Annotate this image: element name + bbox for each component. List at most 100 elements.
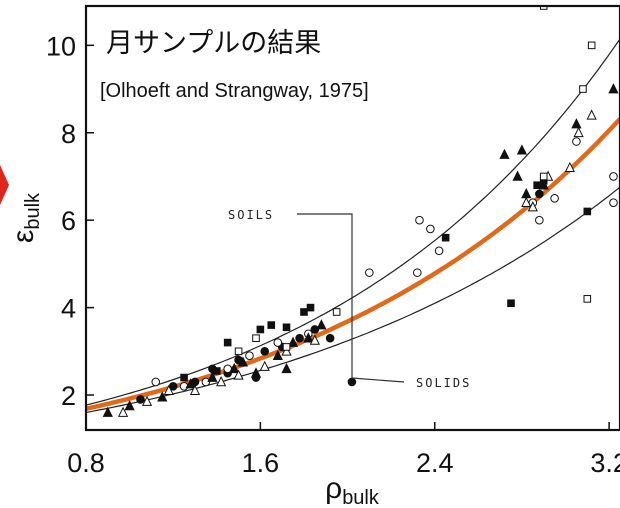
annotation-soils: SOILS	[228, 208, 274, 222]
data-point-open-triangle	[614, 0, 620, 5]
data-point-open-circle	[426, 224, 435, 234]
data-point-open-triangle	[586, 109, 597, 120]
plot-frame	[84, 4, 620, 432]
soils-leader	[297, 213, 353, 378]
data-point-filled-square	[282, 323, 291, 332]
y-tick-label: 6	[61, 206, 76, 236]
data-point-filled-circle	[136, 395, 145, 404]
data-point-filled-square	[212, 367, 221, 375]
data-point-open-square	[252, 334, 260, 343]
data-point-filled-triangle	[250, 367, 262, 378]
data-point-open-triangle	[521, 196, 532, 208]
data-point-open-triangle	[309, 334, 320, 345]
data-point-open-circle	[415, 215, 424, 225]
curve-upper-bound	[86, 38, 620, 406]
data-point-open-triangle	[163, 384, 174, 395]
data-point-open-circle	[535, 215, 544, 225]
annotation-solids: SOLIDS	[416, 376, 471, 390]
data-point-filled-circle	[535, 189, 544, 199]
y-axis-subscript: bulk	[22, 192, 44, 230]
data-point-open-square	[332, 308, 341, 316]
data-point-filled-triangle	[521, 188, 532, 199]
y-axis-symbol: ε	[7, 230, 40, 243]
x-tick-label: 0.8	[67, 448, 105, 478]
data-point-filled-square	[306, 303, 315, 312]
data-point-open-triangle	[259, 360, 270, 371]
data-point-open-triangle	[117, 406, 129, 417]
x-tick-label: 3.2	[590, 448, 620, 478]
data-point-open-triangle	[141, 395, 153, 406]
data-point-open-triangle	[233, 369, 244, 380]
data-point-filled-triangle	[538, 179, 549, 190]
points-layer	[102, 0, 620, 417]
data-point-filled-square	[300, 308, 308, 316]
data-point-open-square	[583, 295, 592, 303]
x-axis-symbol: ρ	[325, 472, 342, 505]
y-axis-label: εbulk	[7, 192, 44, 243]
data-point-filled-triangle	[102, 406, 113, 417]
y-tick-label: 4	[61, 294, 76, 324]
data-point-open-triangle	[281, 345, 292, 356]
data-point-filled-triangle	[499, 148, 510, 159]
data-point-open-circle	[434, 246, 444, 256]
data-point-open-circle	[412, 268, 422, 277]
data-point-open-circle	[550, 194, 559, 203]
data-point-filled-triangle	[157, 391, 168, 402]
data-point-open-triangle	[527, 201, 538, 212]
data-point-filled-circle	[347, 377, 357, 387]
y-tick-label: 8	[61, 119, 76, 149]
data-point-filled-circle	[260, 347, 270, 356]
chart-subtitle: [Olhoeft and Strangway, 1975]	[100, 80, 369, 102]
data-point-filled-triangle	[512, 170, 523, 181]
data-point-filled-square	[507, 299, 515, 308]
chart-title: 月サンプルの結果	[106, 28, 321, 59]
data-point-filled-square	[533, 181, 541, 190]
data-point-filled-triangle	[207, 371, 218, 382]
data-point-open-circle	[151, 377, 161, 387]
data-point-open-circle	[365, 268, 374, 277]
data-point-open-circle	[609, 172, 618, 181]
data-point-filled-triangle	[608, 83, 619, 94]
data-point-filled-square	[441, 233, 450, 242]
solids-leader	[351, 377, 405, 383]
data-point-open-square	[234, 347, 243, 356]
x-axis-label: ρbulk	[325, 472, 380, 508]
data-point-filled-triangle	[316, 319, 327, 330]
data-point-open-square	[539, 6, 548, 10]
data-point-filled-square	[180, 373, 188, 382]
data-point-open-triangle	[216, 375, 227, 387]
data-point-filled-triangle	[281, 362, 292, 374]
data-point-open-triangle	[564, 161, 575, 173]
data-point-filled-triangle	[516, 144, 528, 155]
data-point-filled-triangle	[237, 356, 249, 367]
x-tick-label: 2.4	[416, 448, 454, 478]
y-tick-label: 2	[61, 381, 76, 411]
y-axis-ticks: 2 4 6 8 10	[46, 31, 94, 411]
data-point-filled-triangle	[303, 332, 314, 343]
data-point-open-circle	[273, 338, 283, 347]
data-point-filled-triangle	[287, 336, 299, 347]
data-point-filled-triangle	[185, 378, 196, 389]
data-point-filled-triangle	[571, 118, 582, 129]
data-point-filled-square	[583, 207, 592, 216]
data-point-open-circle	[609, 198, 618, 208]
data-point-filled-triangle	[272, 349, 283, 360]
y-tick-label: 10	[46, 31, 76, 61]
data-point-open-circle	[201, 377, 211, 387]
data-point-open-circle	[245, 351, 254, 360]
data-point-filled-circle	[295, 333, 304, 343]
data-point-filled-triangle	[124, 400, 135, 411]
x-axis-subscript: bulk	[342, 487, 380, 508]
x-tick-label: 1.6	[242, 448, 280, 478]
data-point-filled-square	[267, 321, 276, 329]
red-arrow-fragment	[0, 165, 9, 205]
data-point-filled-circle	[310, 325, 320, 334]
data-point-open-triangle	[189, 384, 201, 395]
curve-fit	[86, 117, 620, 411]
svg-text:εbulk: εbulk	[7, 192, 44, 243]
data-point-open-square	[539, 172, 548, 181]
data-point-open-circle	[572, 137, 581, 146]
data-point-open-triangle	[573, 126, 584, 138]
curve-lower-bound	[86, 186, 620, 414]
